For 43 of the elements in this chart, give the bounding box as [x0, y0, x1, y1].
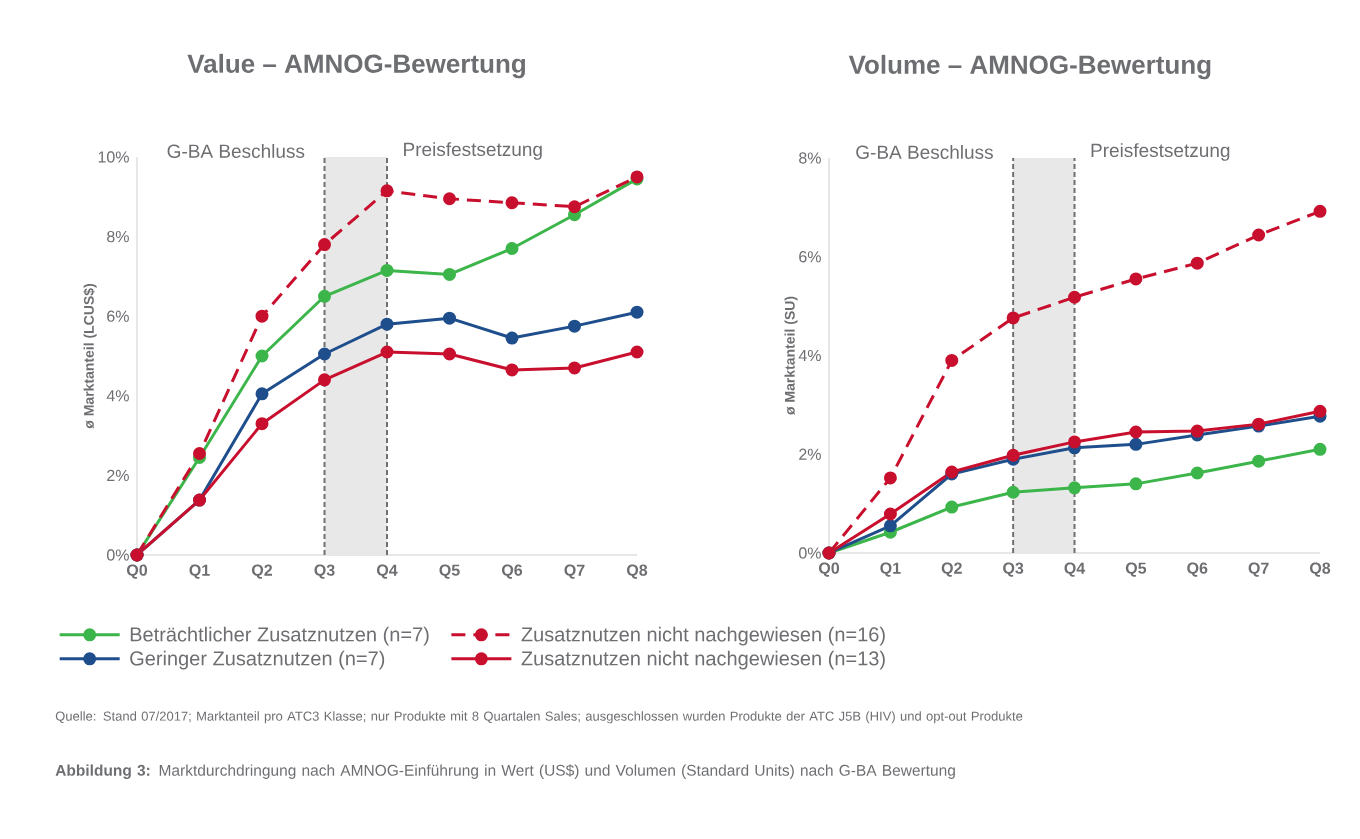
y-tick-label: 6%: [799, 251, 821, 263]
y-tick-label: 10%: [98, 151, 129, 163]
x-tick-label: Q2: [251, 564, 273, 579]
annotation: G-BA Beschluss: [856, 145, 993, 159]
y-tick-label: 0%: [106, 549, 129, 561]
x-tick-label: Q6: [501, 564, 523, 579]
text: Abbildung 3: Marktdurchdringung nach AMNOG-Einführung in Wert (US$) und Volumen (Standard Units) nach G-BA Bewertung: [55, 764, 955, 779]
legend-label: Zusatznutzen nicht nachgewiesen (n=16): [521, 626, 885, 646]
x-tick-label: Q5: [1125, 562, 1147, 577]
x-tick-label: Q3: [314, 564, 335, 579]
y-tick-label: 8%: [107, 230, 129, 243]
x-tick-label: Q4: [1064, 562, 1086, 577]
y-tick-label: 0%: [799, 547, 821, 559]
y-tick-label: 4%: [106, 390, 129, 402]
x-tick-label: Q8: [626, 564, 648, 579]
y-tick-label: 6%: [107, 310, 129, 322]
y-tick-label: 4%: [798, 349, 821, 362]
annotation: Preisfestsetzung: [1091, 143, 1230, 161]
x-tick-label: Q5: [439, 564, 460, 579]
legend-label: Geringer Zusatznutzen (n=7): [130, 650, 385, 670]
y-axis-title: ø Marktanteil (LCUS$): [83, 283, 97, 429]
source-note: Quelle: Stand 07/2017; Marktanteil pro ATC3 Klasse; nur Produkte mit 8 Quartalen Sales; ausgeschlossen wurden Produkte der ATC J5B (HIV) und opt-out Produkte: [55, 711, 1023, 724]
x-tick-label: Q1: [189, 564, 210, 579]
legend-label: Zusatznutzen nicht nachgewiesen (n=13): [521, 650, 885, 670]
y-tick-label: 2%: [799, 448, 821, 460]
x-tick-label: Q3: [1003, 562, 1024, 577]
x-tick-label: Q7: [564, 564, 585, 579]
chart-title: Value – AMNOG-Bewertung: [187, 53, 525, 79]
y-tick-label: 8%: [799, 152, 821, 164]
x-tick-label: Q1: [880, 562, 901, 577]
annotation: Preisfestsetzung: [404, 142, 542, 160]
x-tick-label: Q4: [376, 564, 398, 579]
x-tick-label: Q7: [1248, 562, 1269, 577]
legend-label: Beträchtlicher Zusatznutzen (n=7): [130, 626, 429, 646]
y-axis-title: ø Marktanteil (SU): [784, 296, 798, 415]
chart-title: Volume – AMNOG-Bewertung: [848, 54, 1211, 80]
annotation: G-BA Beschluss: [167, 144, 305, 158]
x-tick-label: Q8: [1310, 562, 1331, 577]
x-tick-label: Q2: [941, 562, 962, 577]
y-tick-label: 2%: [107, 469, 129, 482]
x-tick-label: Q0: [126, 564, 148, 579]
x-tick-label: Q0: [819, 562, 840, 577]
x-tick-label: Q6: [1187, 562, 1208, 577]
